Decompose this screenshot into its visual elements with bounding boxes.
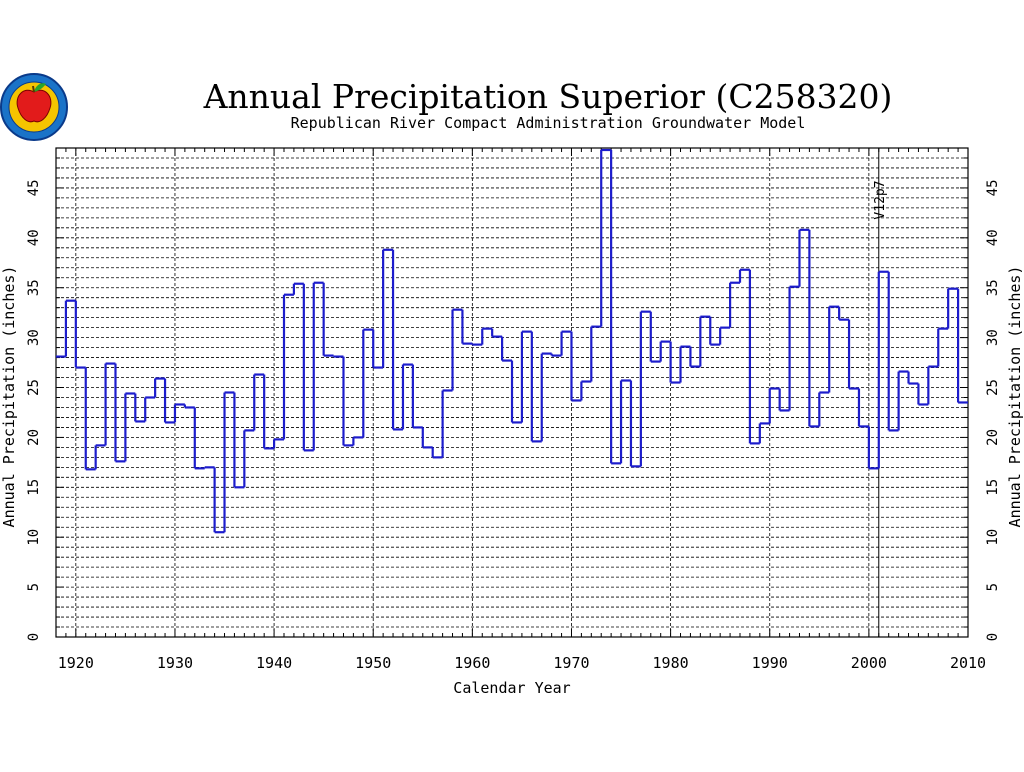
x-tick-label: 1930 [157,654,193,672]
y-tick-label: 10 [26,529,42,546]
chart-subtitle: Republican River Compact Administration … [291,114,806,132]
x-tick-label: 1980 [653,654,689,672]
leaf-icon [34,83,46,92]
x-tick-label: 1970 [553,654,589,672]
y-tick-label-right: 15 [985,479,1001,496]
x-tick-label: 1960 [454,654,490,672]
label-layer: 0 0 5 5 10 10 15 15 20 20 25 25 30 30 35 35 40 40 45 45 1920… [0,179,1024,697]
x-tick-label: 2000 [851,654,887,672]
y-tick-label-right: 10 [985,529,1001,546]
grid-layer [56,148,968,637]
x-tick-label: 1940 [256,654,292,672]
y-tick-label: 0 [26,633,42,641]
x-tick-label: 1950 [355,654,391,672]
chart-title: Annual Precipitation Superior (C258320) [203,77,893,116]
y-tick-label: 35 [26,279,42,296]
y-tick-label: 15 [26,479,42,496]
y-tick-label-right: 25 [985,379,1001,396]
y-tick-label-right: 30 [985,329,1001,346]
y-tick-label: 5 [26,583,42,591]
y-axis-label: Annual Precipitation (inches) [0,266,18,528]
series-layer [56,148,968,637]
y-tick-label-right: 40 [985,229,1001,246]
y-tick-label-right: 5 [985,583,1001,591]
x-tick-label: 1920 [58,654,94,672]
y-tick-label-right: 35 [985,279,1001,296]
marker-label: V12p7 [873,180,888,219]
x-tick-label: 1990 [752,654,788,672]
y-tick-label-right: 0 [985,633,1001,641]
y-tick-label: 45 [26,179,42,196]
x-axis-label: Calendar Year [453,679,570,697]
y-tick-label-right: 20 [985,429,1001,446]
apple-icon [16,89,52,123]
y-tick-label: 20 [26,429,42,446]
y-tick-label-right: 45 [985,179,1001,196]
y-tick-label: 40 [26,229,42,246]
y-tick-label: 30 [26,329,42,346]
y-tick-label: 25 [26,379,42,396]
logo-icon [0,73,68,141]
y-axis-label-right: Annual Precipitation (inches) [1006,266,1024,528]
x-tick-label: 2010 [950,654,986,672]
